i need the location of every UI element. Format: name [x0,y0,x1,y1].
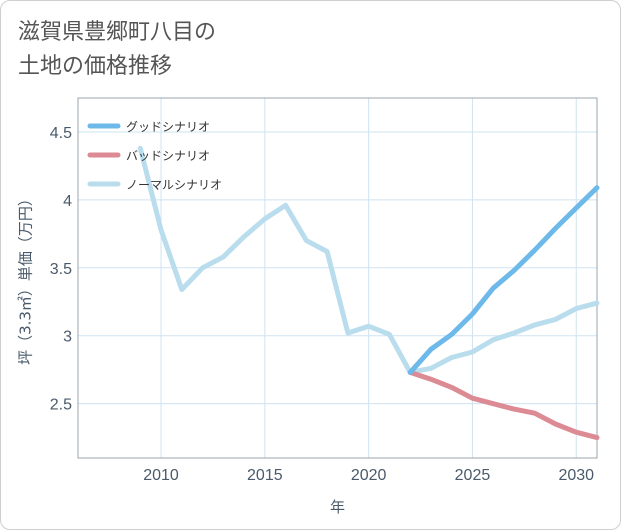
chart-title-line1: 滋賀県豊郷町八目の [18,20,217,45]
chart-title-line2: 土地の価格推移 [18,54,173,79]
legend-label: バッドシナリオ [126,149,210,163]
y-tick-label: 2.5 [50,397,72,414]
series-line-0 [407,185,600,375]
series-line-1 [407,369,600,441]
plot-area-border [77,97,598,459]
chart-title: 滋賀県豊郷町八目の 土地の価格推移 [18,16,216,84]
legend-label: ノーマルシナリオ [126,178,222,192]
chart-series [137,145,600,441]
x-tick-label: 2010 [143,467,179,484]
y-tick-label: 4 [63,193,72,210]
x-tick-label: 2020 [351,467,387,484]
y-tick-label: 3.5 [50,261,72,278]
chart-ticks: 2010 2015 2020 2025 2030 2.5 3 3.5 4 4.5 [50,125,594,484]
y-axis-label: 坪（3.3㎡）単価（万円） [17,191,35,365]
chart-grid [78,98,597,458]
y-tick-label: 3 [63,329,72,346]
y-tick-label: 4.5 [50,125,72,142]
x-tick-label: 2025 [455,467,491,484]
x-tick-label: 2015 [247,467,283,484]
series-line-2 [137,145,600,375]
legend-label: グッドシナリオ [126,120,210,134]
x-axis-label: 年 [330,498,345,516]
x-tick-label: 2030 [558,467,594,484]
